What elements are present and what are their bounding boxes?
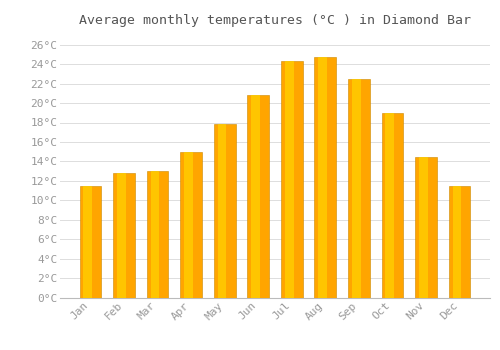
Bar — [386, 113, 394, 298]
Bar — [314, 57, 336, 298]
Bar — [452, 186, 462, 298]
Bar — [218, 125, 226, 298]
Title: Average monthly temperatures (°C ) in Diamond Bar: Average monthly temperatures (°C ) in Di… — [79, 14, 471, 27]
Bar — [248, 95, 269, 298]
Bar — [285, 61, 294, 298]
Bar — [348, 79, 370, 298]
Bar — [80, 186, 102, 298]
Bar — [146, 171, 169, 298]
Bar — [382, 113, 404, 298]
Bar — [448, 186, 470, 298]
Bar — [419, 156, 428, 298]
Bar — [117, 173, 126, 298]
Bar — [150, 171, 160, 298]
Bar — [214, 125, 236, 298]
Bar — [318, 57, 327, 298]
Bar — [180, 152, 202, 298]
Bar — [184, 152, 193, 298]
Bar — [415, 156, 437, 298]
Bar — [84, 186, 92, 298]
Bar — [251, 95, 260, 298]
Bar — [113, 173, 135, 298]
Bar — [281, 61, 302, 298]
Bar — [352, 79, 360, 298]
